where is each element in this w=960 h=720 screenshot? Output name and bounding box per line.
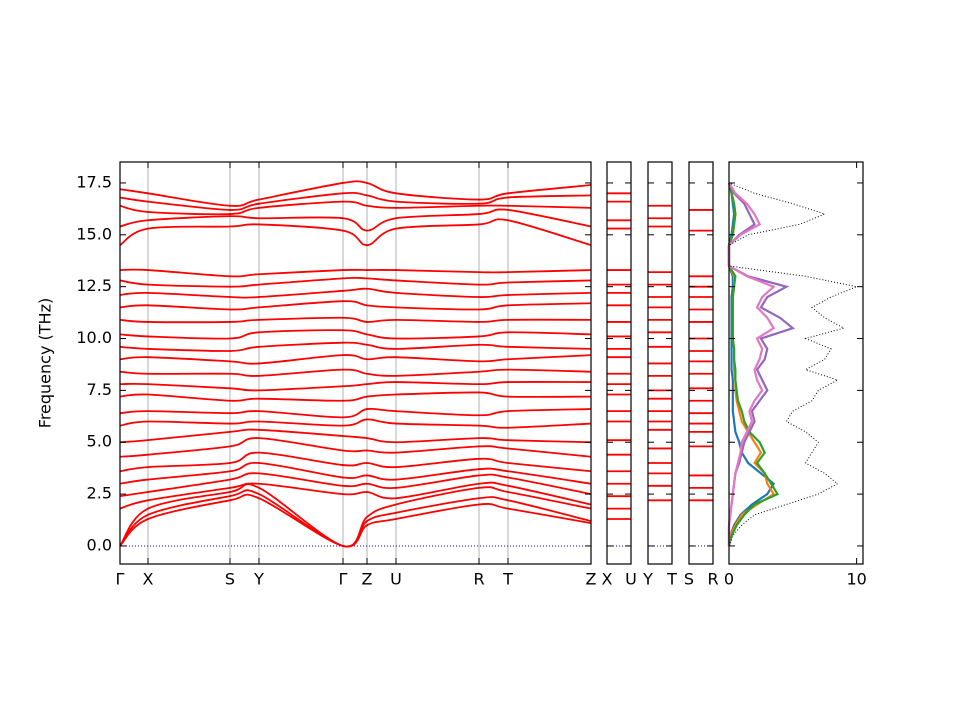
band-line xyxy=(119,472,592,498)
band-line xyxy=(119,218,592,247)
axes-frame xyxy=(606,161,632,565)
y-tick-label: 7.5 xyxy=(87,380,112,399)
axes-frame xyxy=(119,161,592,565)
x-tick-label: S xyxy=(225,570,235,589)
band-line xyxy=(119,391,592,402)
band-line xyxy=(119,316,592,324)
x-tick-label: Y xyxy=(253,570,264,589)
y-tick-label: 10.0 xyxy=(76,328,112,347)
band-line xyxy=(119,329,592,340)
y-tick-label: 0.0 xyxy=(87,535,112,554)
band-line xyxy=(119,418,592,429)
band-line xyxy=(119,276,592,288)
x-tick-label: Y xyxy=(642,570,653,589)
x-tick-label: T xyxy=(666,570,677,589)
x-tick-label: Γ xyxy=(339,570,348,589)
dos-line xyxy=(728,182,859,547)
x-tick-label: X xyxy=(602,570,613,589)
y-tick-label: 5.0 xyxy=(87,432,112,451)
band-line xyxy=(119,208,592,232)
dos-line xyxy=(727,182,776,546)
band-line xyxy=(119,200,592,216)
x-tick-label: T xyxy=(502,570,513,589)
x-tick-label: U xyxy=(625,570,637,589)
x-tick-label: Γ xyxy=(116,570,125,589)
band-line xyxy=(119,481,592,510)
band-line xyxy=(119,180,592,207)
band-line xyxy=(119,428,592,444)
y-tick-label: 17.5 xyxy=(76,172,112,191)
y-axis-label: Frequency (THz) xyxy=(36,298,55,428)
band-line xyxy=(119,368,592,377)
axes-frame xyxy=(647,161,673,565)
x-tick-label: R xyxy=(473,570,484,589)
y-tick-label: 15.0 xyxy=(76,224,112,243)
x-tick-label: R xyxy=(707,570,718,589)
band-line xyxy=(119,462,592,485)
y-tick-label: 2.5 xyxy=(87,484,112,503)
band-line xyxy=(119,287,592,299)
band-line xyxy=(119,407,592,419)
band-line xyxy=(119,268,592,278)
band-line xyxy=(119,341,592,352)
band-line xyxy=(119,437,592,458)
axes-frame xyxy=(688,161,714,565)
x-tick-label: U xyxy=(390,570,402,589)
band-line xyxy=(119,300,592,311)
x-tick-label: 0 xyxy=(724,570,734,589)
band-line xyxy=(119,191,592,211)
x-tick-label: X xyxy=(143,570,154,589)
x-tick-label: Z xyxy=(586,570,597,589)
x-tick-label: S xyxy=(684,570,694,589)
band-line xyxy=(119,354,592,365)
band-line xyxy=(119,451,592,473)
x-tick-label: Z xyxy=(362,570,373,589)
y-tick-label: 12.5 xyxy=(76,276,112,295)
band-line xyxy=(119,381,592,392)
axes-frame xyxy=(728,161,864,565)
x-tick-label: 10 xyxy=(846,570,866,589)
band-line xyxy=(119,483,592,548)
